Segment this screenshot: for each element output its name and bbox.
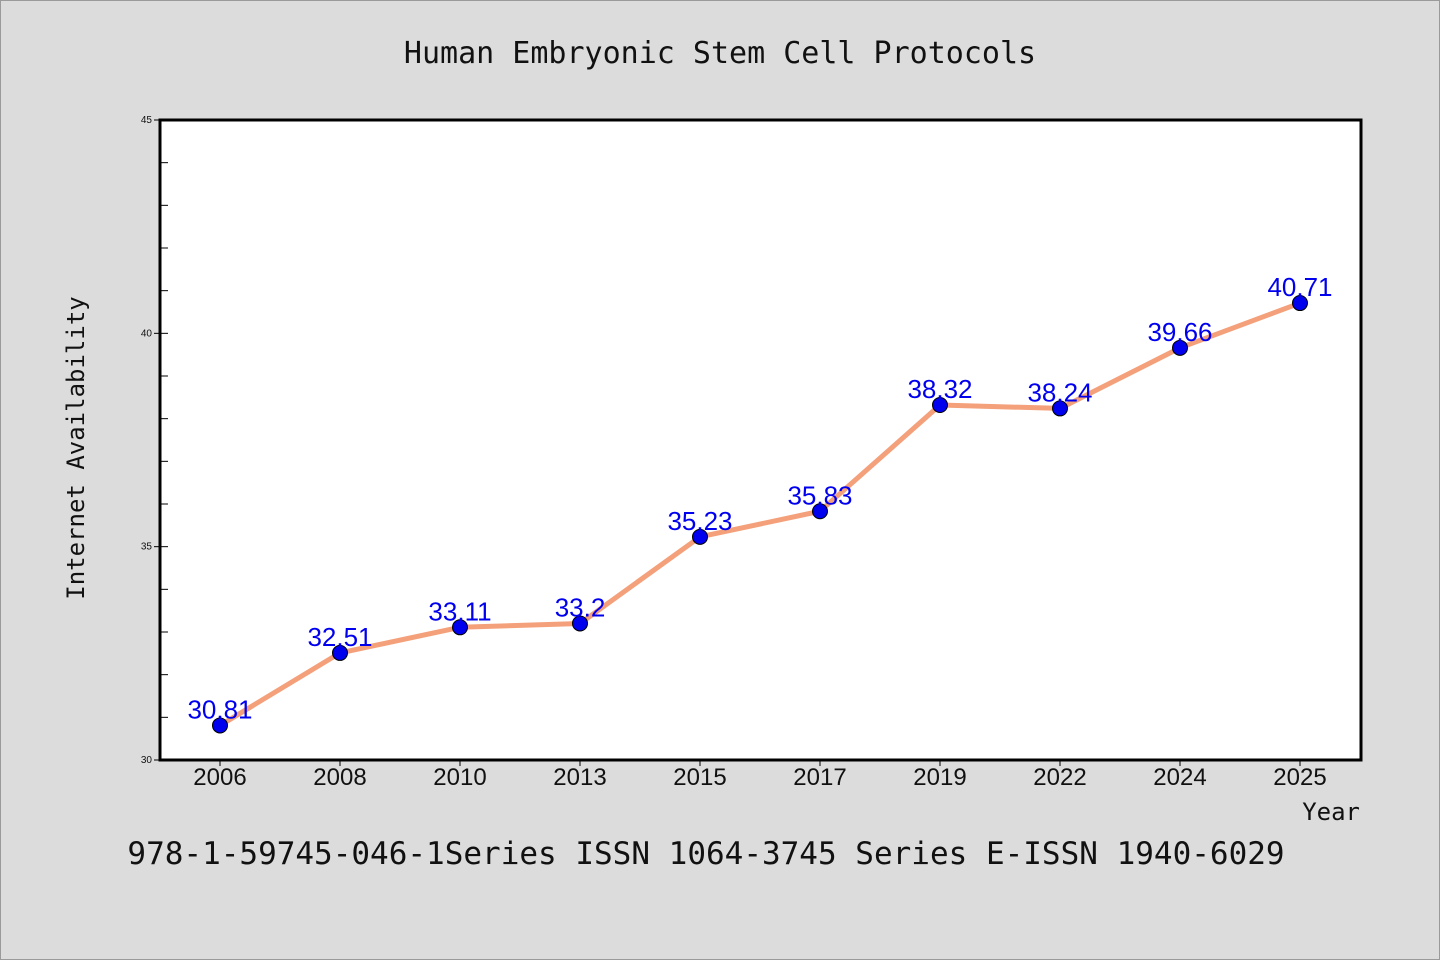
x-tick-label: 2013 (553, 764, 606, 791)
data-label: 40.71 (1267, 272, 1332, 302)
data-point (572, 615, 588, 632)
data-label: 38.24 (1027, 377, 1092, 407)
y-tick-label: 35 (141, 542, 153, 553)
x-axis: 2006 2008 2010 2013 2015 2017 2019 2022 2024 2025 (193, 760, 1327, 791)
x-tick-label: 2025 (1273, 764, 1326, 791)
y-axis-title: Internet Availability (62, 296, 90, 599)
x-tick-label: 2015 (673, 764, 726, 791)
y-tick-label: 40 (141, 328, 153, 339)
x-tick-label: 2010 (433, 764, 486, 791)
data-label: 35.83 (787, 480, 852, 510)
y-tick-label: 45 (141, 115, 153, 126)
data-label: 39.66 (1147, 317, 1212, 347)
data-label: 33.11 (428, 596, 491, 626)
data-label: 38.32 (907, 374, 972, 404)
data-point (1172, 339, 1188, 356)
plot-area (158, 118, 1363, 762)
data-point (932, 397, 948, 414)
y-axis: 30 35 40 45 (141, 115, 168, 766)
x-tick-label: 2024 (1153, 764, 1206, 791)
x-tick-label: 2006 (193, 764, 246, 791)
x-tick-label: 2008 (313, 764, 366, 791)
data-point (692, 528, 708, 545)
data-label: 35.23 (667, 506, 732, 536)
footer-text: 978-1-59745-046-1Series ISSN 1064-3745 S… (127, 836, 1284, 872)
series-line (217, 300, 1303, 728)
data-label: 33.2 (555, 592, 606, 622)
y-tick-label: 30 (141, 755, 153, 766)
data-point (1052, 400, 1068, 417)
data-point (452, 619, 468, 636)
data-label: 30.81 (187, 694, 252, 724)
x-tick-label: 2017 (793, 764, 846, 791)
data-point (212, 717, 228, 734)
x-axis-title: Year (1302, 798, 1360, 826)
chart-title: Human Embryonic Stem Cell Protocols (404, 36, 1036, 71)
data-point (332, 644, 348, 661)
series-line-group: 30.81 32.51 33.11 33.2 35.23 35.83 38.32 38.24 3… (187, 272, 1333, 734)
data-label: 32.51 (307, 622, 372, 652)
x-tick-label: 2022 (1033, 764, 1086, 791)
data-point (1292, 295, 1308, 312)
data-point (812, 503, 828, 520)
x-tick-label: 2019 (913, 764, 966, 791)
